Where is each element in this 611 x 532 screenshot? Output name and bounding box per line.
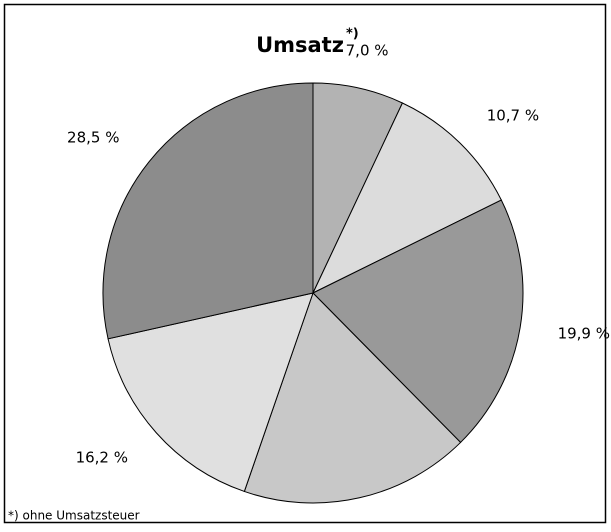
title-marker: *) (346, 27, 359, 42)
pie-slice (107, 292, 314, 493)
footnote: *) ohne Umsatzsteuer (8, 509, 140, 523)
data-label: 7,0 % (346, 41, 389, 59)
chart-title: Umsatz (256, 33, 344, 57)
data-label: 16,2 % (76, 449, 128, 467)
pie-slice (311, 102, 502, 295)
data-label: 19,9 % (558, 325, 610, 343)
pie-slice (102, 82, 314, 340)
pie-slice (312, 199, 524, 444)
pie-slice (243, 292, 462, 504)
data-label: 28,5 % (67, 128, 119, 146)
data-label: 10,7 % (487, 106, 539, 124)
